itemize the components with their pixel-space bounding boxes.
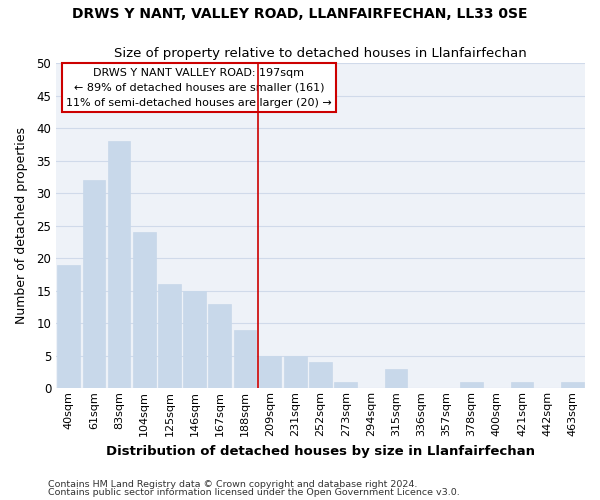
Bar <box>83 180 105 388</box>
X-axis label: Distribution of detached houses by size in Llanfairfechan: Distribution of detached houses by size … <box>106 444 535 458</box>
Bar <box>460 382 483 388</box>
Bar <box>511 382 533 388</box>
Bar <box>385 369 407 388</box>
Text: DRWS Y NANT VALLEY ROAD: 197sqm
← 89% of detached houses are smaller (161)
11% o: DRWS Y NANT VALLEY ROAD: 197sqm ← 89% of… <box>66 68 332 108</box>
Text: DRWS Y NANT, VALLEY ROAD, LLANFAIRFECHAN, LL33 0SE: DRWS Y NANT, VALLEY ROAD, LLANFAIRFECHAN… <box>72 8 528 22</box>
Text: Contains public sector information licensed under the Open Government Licence v3: Contains public sector information licen… <box>48 488 460 497</box>
Bar <box>183 290 206 388</box>
Bar <box>561 382 584 388</box>
Bar <box>334 382 357 388</box>
Bar <box>284 356 307 388</box>
Text: Contains HM Land Registry data © Crown copyright and database right 2024.: Contains HM Land Registry data © Crown c… <box>48 480 418 489</box>
Bar <box>108 141 130 388</box>
Bar <box>233 330 256 388</box>
Bar <box>259 356 281 388</box>
Bar <box>133 232 155 388</box>
Bar <box>208 304 231 388</box>
Bar <box>58 264 80 388</box>
Title: Size of property relative to detached houses in Llanfairfechan: Size of property relative to detached ho… <box>114 48 527 60</box>
Y-axis label: Number of detached properties: Number of detached properties <box>15 127 28 324</box>
Bar <box>158 284 181 389</box>
Bar <box>309 362 332 388</box>
